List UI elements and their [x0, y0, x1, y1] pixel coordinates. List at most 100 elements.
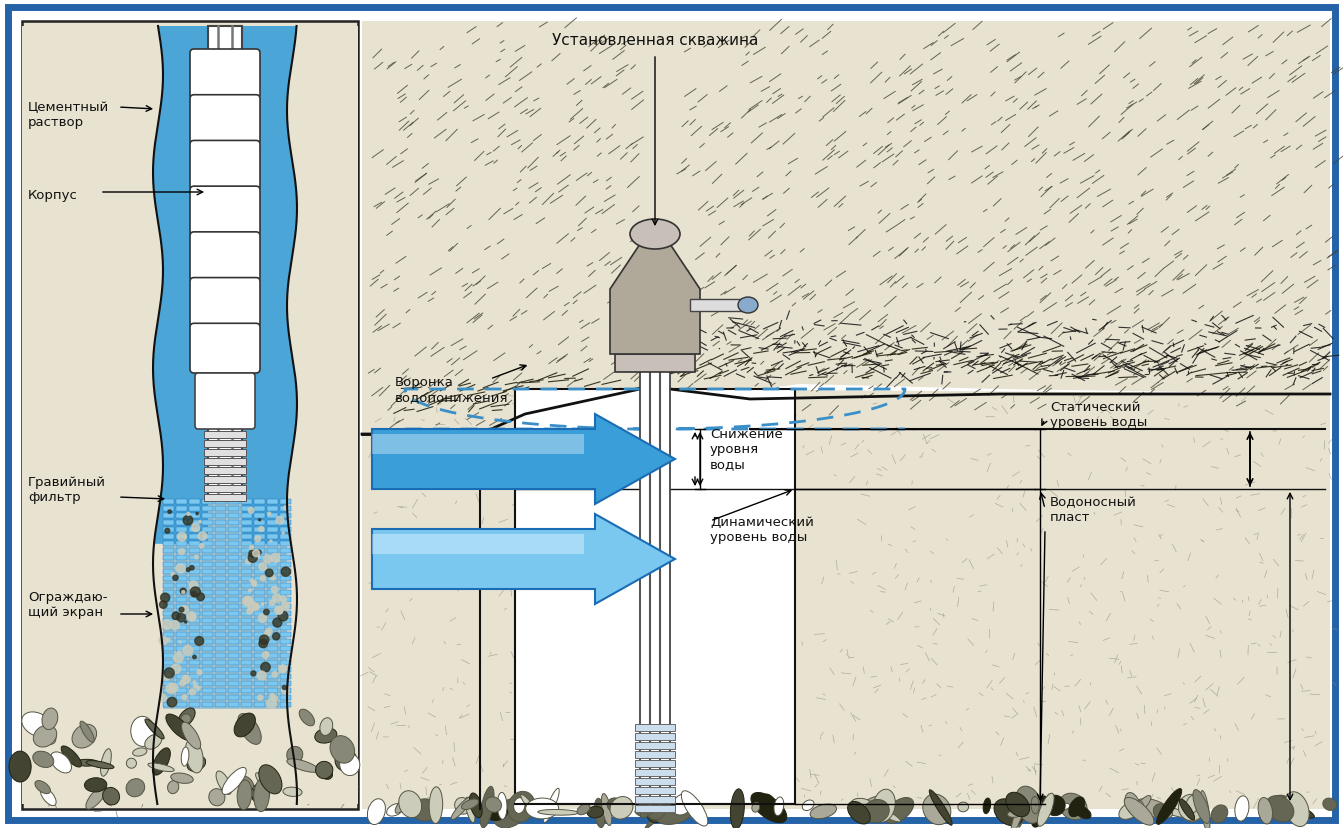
Ellipse shape: [810, 804, 837, 819]
Bar: [635, 778, 676, 785]
Circle shape: [196, 593, 204, 601]
Bar: [204, 468, 246, 474]
Ellipse shape: [521, 795, 537, 815]
Ellipse shape: [40, 787, 56, 806]
Circle shape: [195, 637, 204, 646]
Ellipse shape: [607, 798, 622, 811]
Text: Установленная скважина: Установленная скважина: [552, 32, 759, 47]
Ellipse shape: [28, 716, 54, 744]
Ellipse shape: [646, 802, 665, 823]
Circle shape: [183, 646, 193, 656]
Ellipse shape: [1323, 798, 1336, 811]
Circle shape: [271, 587, 278, 593]
Circle shape: [248, 554, 258, 562]
Bar: [254, 527, 265, 532]
Ellipse shape: [320, 718, 333, 735]
Circle shape: [196, 686, 200, 690]
Bar: [201, 660, 214, 665]
Ellipse shape: [145, 719, 164, 739]
Bar: [189, 548, 200, 553]
Circle shape: [281, 602, 289, 610]
Bar: [228, 562, 239, 567]
Ellipse shape: [1284, 802, 1315, 818]
Bar: [635, 769, 676, 776]
Bar: [176, 520, 187, 525]
Ellipse shape: [508, 792, 535, 822]
Circle shape: [261, 576, 266, 581]
Bar: [254, 681, 265, 686]
Ellipse shape: [485, 797, 501, 812]
Ellipse shape: [647, 801, 665, 820]
Bar: [163, 513, 175, 518]
Circle shape: [193, 684, 197, 688]
Ellipse shape: [1154, 804, 1167, 819]
Ellipse shape: [286, 747, 302, 763]
Bar: [189, 702, 200, 707]
Ellipse shape: [873, 789, 896, 822]
Bar: [635, 805, 676, 812]
Circle shape: [277, 517, 283, 524]
Bar: [163, 667, 175, 672]
Bar: [201, 507, 214, 512]
Bar: [267, 611, 278, 616]
Bar: [204, 476, 246, 484]
Bar: [163, 583, 175, 588]
Bar: [163, 646, 175, 651]
Bar: [176, 674, 187, 679]
Bar: [201, 646, 214, 651]
Bar: [267, 660, 278, 665]
Circle shape: [270, 600, 275, 606]
Bar: [201, 619, 214, 623]
Bar: [176, 534, 187, 539]
Bar: [254, 548, 265, 553]
Bar: [189, 520, 200, 525]
Bar: [267, 507, 278, 512]
Bar: [228, 576, 239, 581]
Ellipse shape: [152, 748, 171, 775]
Ellipse shape: [330, 736, 355, 763]
Circle shape: [282, 686, 286, 690]
Ellipse shape: [62, 746, 82, 767]
Bar: [254, 660, 265, 665]
Bar: [267, 499, 278, 504]
Bar: [189, 583, 200, 588]
Ellipse shape: [32, 751, 54, 768]
Bar: [228, 507, 239, 512]
Circle shape: [173, 575, 179, 580]
Ellipse shape: [537, 810, 579, 816]
Bar: [163, 507, 175, 512]
Bar: [240, 681, 252, 686]
Ellipse shape: [610, 797, 633, 819]
Bar: [215, 534, 226, 539]
Bar: [267, 674, 278, 679]
Bar: [635, 751, 676, 758]
Ellipse shape: [283, 787, 302, 797]
Ellipse shape: [181, 747, 189, 766]
Bar: [163, 660, 175, 665]
Bar: [176, 556, 187, 561]
Circle shape: [187, 568, 189, 572]
Bar: [228, 534, 239, 539]
Circle shape: [168, 510, 172, 514]
Ellipse shape: [21, 712, 52, 737]
Bar: [189, 674, 200, 679]
Circle shape: [177, 651, 181, 655]
Bar: [254, 576, 265, 581]
Bar: [204, 450, 246, 456]
Bar: [215, 660, 226, 665]
Ellipse shape: [645, 798, 676, 828]
Circle shape: [160, 601, 167, 609]
Bar: [189, 667, 200, 672]
Text: Цементный
раствор: Цементный раствор: [28, 101, 109, 129]
Bar: [215, 520, 226, 525]
Circle shape: [183, 676, 191, 684]
Bar: [279, 688, 291, 693]
Bar: [201, 520, 214, 525]
Circle shape: [169, 684, 179, 692]
Bar: [240, 625, 252, 630]
Bar: [279, 507, 291, 512]
Bar: [215, 619, 226, 623]
Bar: [204, 494, 246, 502]
Circle shape: [248, 590, 251, 592]
Ellipse shape: [739, 297, 757, 314]
